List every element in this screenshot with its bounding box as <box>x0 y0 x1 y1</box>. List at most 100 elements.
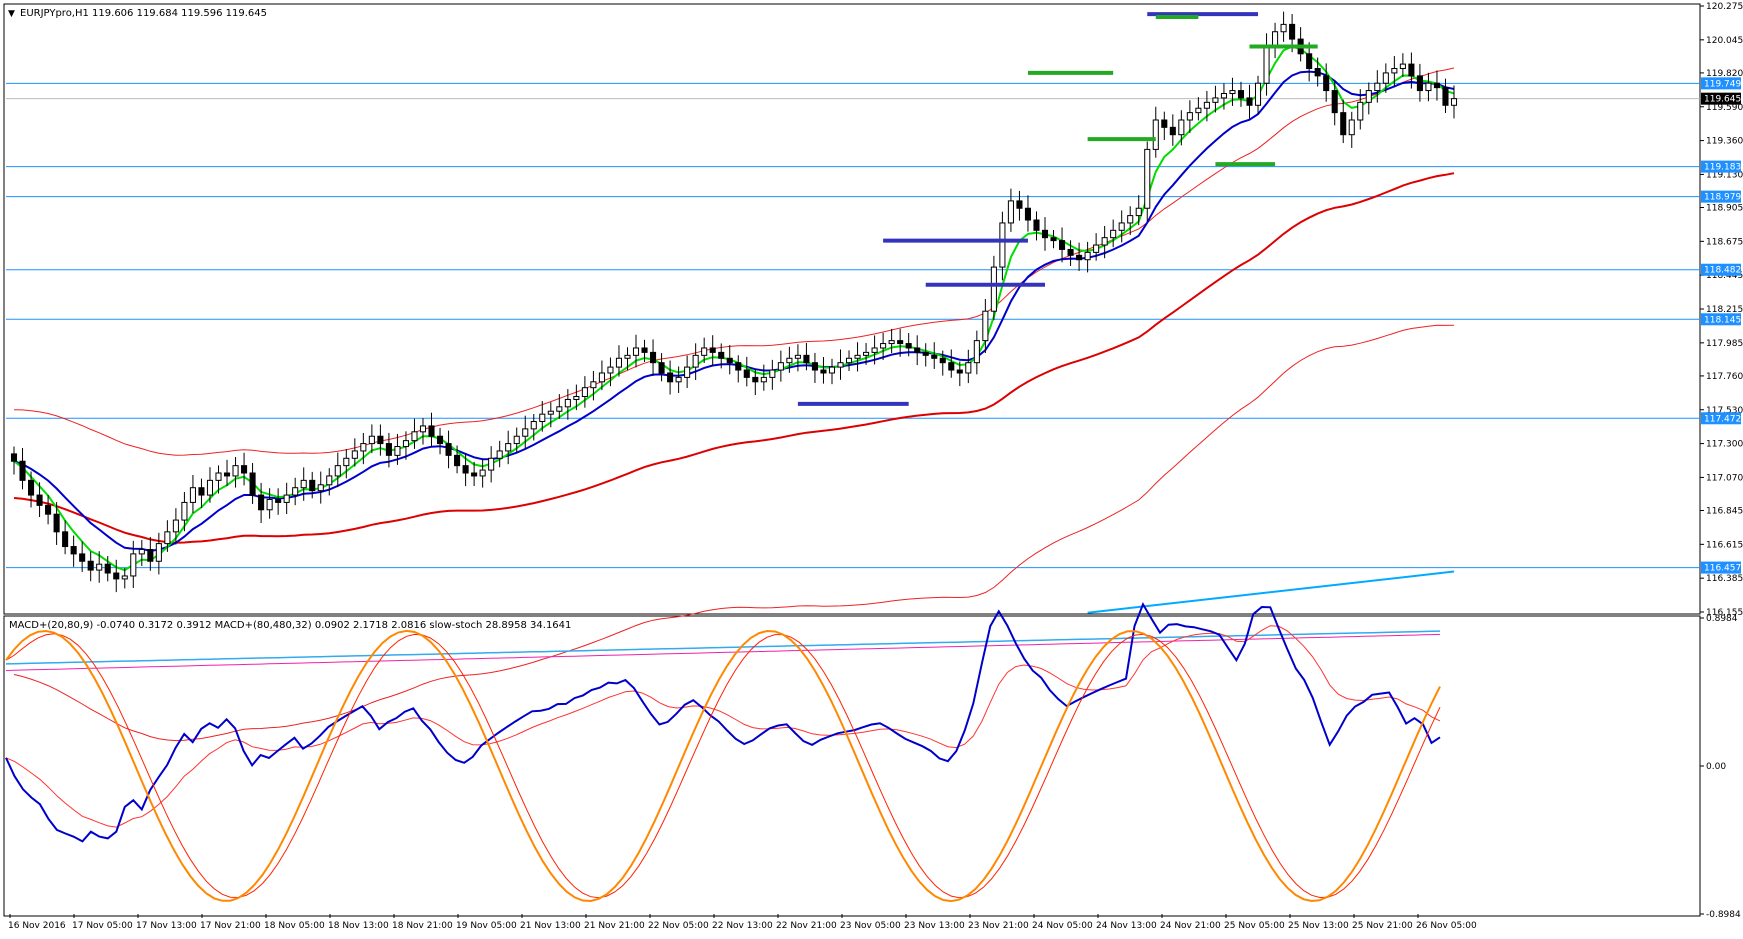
candle-body <box>1059 240 1066 250</box>
candle-body <box>1127 215 1134 224</box>
price-tick-label: 119.130 <box>1706 170 1743 180</box>
time-tick-label: 21 Nov 13:00 <box>520 921 581 931</box>
price-tick-label: 117.985 <box>1706 339 1743 349</box>
level-label-bg <box>1701 412 1741 425</box>
candle-body <box>300 479 307 489</box>
candle-body <box>411 431 418 442</box>
candle-body <box>760 376 767 383</box>
candle-body <box>718 351 725 359</box>
price-tick-label: 116.615 <box>1706 540 1743 550</box>
candle-body <box>488 457 495 471</box>
candle-body <box>939 357 946 364</box>
candle-body <box>1237 90 1245 99</box>
candle-body <box>249 472 256 496</box>
candle-body <box>624 354 631 359</box>
candle-body <box>667 372 674 383</box>
candle-body <box>1033 219 1040 231</box>
candle-body <box>965 362 972 374</box>
slow-ema-line <box>13 172 1455 544</box>
candle-body <box>990 266 997 312</box>
candle-body <box>343 457 350 467</box>
price-tick-label: 119.590 <box>1706 103 1743 113</box>
candle-body <box>1442 87 1449 106</box>
time-tick-label: 18 Nov 13:00 <box>328 921 389 931</box>
level-label-bg <box>1701 561 1741 574</box>
time-axis: 16 Nov 2016 17 Nov 05:00 17 Nov 13:00 17 No… <box>8 914 1477 931</box>
candle-body <box>241 465 248 474</box>
candle-body <box>87 560 94 571</box>
candle-body <box>590 381 597 389</box>
level-label: 119.749 <box>1704 79 1741 89</box>
level-label: 116.457 <box>1704 564 1741 574</box>
candle-body <box>914 347 921 353</box>
candle-body <box>1084 251 1091 261</box>
candle-body <box>931 354 938 359</box>
time-tick-label: 17 Nov 13:00 <box>136 921 197 931</box>
time-tick-label: 24 Nov 13:00 <box>1096 921 1157 931</box>
candle-body <box>19 460 26 481</box>
price-tick-label: 118.905 <box>1706 204 1743 214</box>
candle-body <box>786 357 793 364</box>
candle-body <box>1024 207 1032 221</box>
candle-body <box>675 376 682 383</box>
candle-body <box>70 546 77 555</box>
symbol-header: EURJPYpro,H1 119.606 119.684 119.596 119… <box>20 8 267 19</box>
candle-body <box>138 548 145 555</box>
candle-body <box>53 513 60 533</box>
candle-body <box>62 531 69 548</box>
candle-body <box>556 406 563 412</box>
current-price-label: 119.645 <box>1704 95 1741 105</box>
candle-body <box>1331 90 1338 114</box>
price-tick-label: 116.155 <box>1706 608 1743 618</box>
indicator-panel[interactable] <box>3 615 1701 917</box>
candle-body <box>479 469 486 477</box>
price-tick-label: 120.045 <box>1706 36 1743 46</box>
candle-body <box>1203 101 1210 109</box>
candle-body <box>334 465 341 477</box>
price-tick-label: 117.300 <box>1706 440 1743 450</box>
candle-body <box>973 340 980 364</box>
candle-body <box>292 487 299 496</box>
candle-body <box>1365 90 1372 103</box>
candle-body <box>1007 200 1014 224</box>
candle-body <box>172 519 179 533</box>
candle-body <box>837 362 844 368</box>
candle-body <box>1169 126 1176 136</box>
candle-body <box>1144 148 1151 209</box>
candle-body <box>113 572 120 580</box>
candle-body <box>232 465 239 477</box>
candle-body <box>863 351 870 356</box>
candle-body <box>658 362 665 374</box>
candle-body <box>283 494 290 503</box>
candle-body <box>1399 63 1406 70</box>
candle-body <box>1263 45 1270 84</box>
candle-body <box>794 354 801 359</box>
candle-body <box>454 454 461 467</box>
time-tick-label: 25 Nov 13:00 <box>1288 921 1349 931</box>
candle-body <box>743 369 750 378</box>
candle-body <box>206 479 214 496</box>
candle-body <box>650 351 657 364</box>
candle-body <box>564 398 571 408</box>
time-tick-label: 16 Nov 2016 <box>8 921 66 931</box>
time-tick-label: 22 Nov 05:00 <box>648 921 709 931</box>
candle-body <box>155 543 162 562</box>
time-tick-label: 23 Nov 21:00 <box>968 921 1029 931</box>
drawn-markers[interactable] <box>797 12 1318 406</box>
candle-body <box>121 575 128 580</box>
candle-body <box>888 340 895 345</box>
candle-body <box>1425 82 1432 92</box>
candle-body <box>462 465 469 474</box>
candle-body <box>1101 237 1108 246</box>
price-tick-label: 118.675 <box>1706 237 1743 247</box>
candle-body <box>820 369 827 374</box>
level-label-bg <box>1701 263 1741 276</box>
time-tick-label: 24 Nov 21:00 <box>1160 921 1221 931</box>
time-tick-label: 17 Nov 05:00 <box>72 921 133 931</box>
price-axis: 120.275 120.045 119.820 119.590 119.360 119.1… <box>1700 2 1743 618</box>
collapse-arrow-icon[interactable]: ▼ <box>8 9 15 19</box>
candle-body <box>36 494 43 506</box>
candle-body <box>1067 248 1074 256</box>
candle-body <box>471 472 478 477</box>
candle-body <box>436 435 444 445</box>
